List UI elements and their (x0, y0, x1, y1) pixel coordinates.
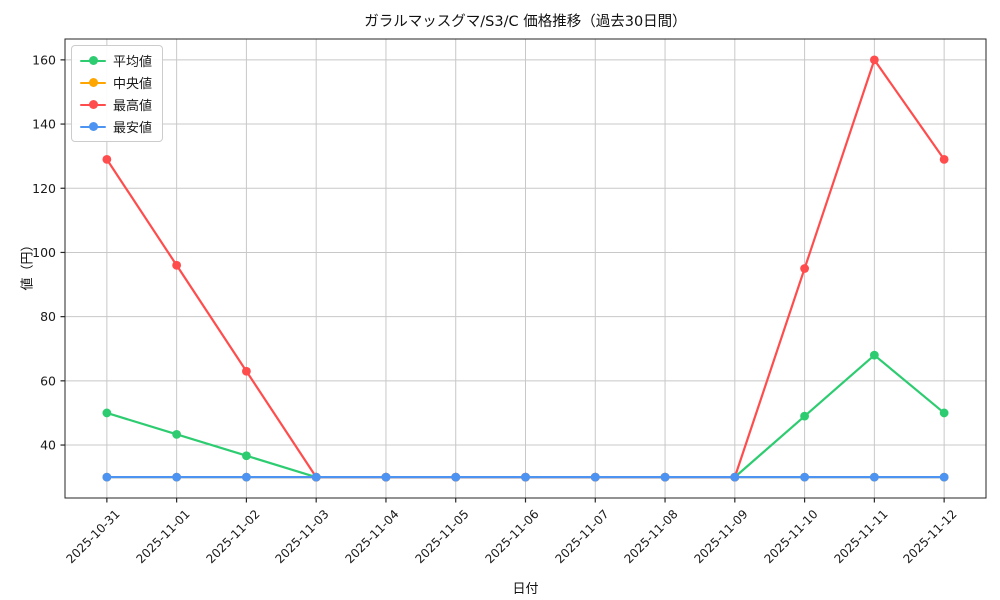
min-line-swatch-icon (80, 122, 106, 132)
series-marker (800, 411, 809, 421)
series-marker (242, 451, 251, 461)
legend-label: 中央値 (113, 77, 153, 92)
y-tick-label: 40 (40, 438, 56, 453)
y-tick-label: 120 (32, 181, 56, 196)
x-axis-label: 日付 (512, 582, 539, 597)
series-marker (172, 429, 182, 439)
series-marker (869, 472, 879, 482)
series-marker (172, 260, 182, 270)
y-tick-label: 140 (32, 117, 56, 132)
y-tick-label: 80 (40, 309, 56, 324)
series-marker (381, 472, 391, 482)
series-marker (660, 472, 670, 482)
max-line-swatch-icon (80, 100, 106, 110)
series-marker (939, 154, 949, 164)
series-marker (102, 472, 112, 482)
series-marker (800, 264, 809, 273)
series-marker (102, 154, 112, 164)
series-marker (869, 350, 879, 360)
series-marker (451, 472, 461, 482)
series-marker (939, 472, 949, 482)
legend-label: 最高値 (113, 99, 153, 114)
series-marker (172, 472, 182, 482)
median-line-swatch-icon (80, 78, 106, 88)
chart-title: ガラルマッスグマ/S3/C 価格推移（過去30日間） (364, 14, 687, 30)
legend-item-max: 最高値 (80, 95, 152, 114)
series-marker (521, 472, 530, 482)
legend-item-min: 最安値 (80, 117, 152, 136)
legend-label: 平均値 (113, 55, 153, 70)
series-marker (242, 366, 251, 376)
legend-label: 最安値 (113, 121, 153, 136)
series-marker (869, 55, 879, 65)
series-marker (939, 408, 949, 418)
legend: 平均値 中央値 最高値 最安値 (71, 45, 164, 142)
y-tick-label: 160 (32, 52, 56, 67)
series-marker (242, 472, 251, 482)
series-marker (311, 472, 321, 482)
average-line-swatch-icon (80, 56, 106, 66)
legend-item-median: 中央値 (80, 73, 152, 92)
y-tick-label: 60 (40, 373, 56, 388)
y-tick-label: 100 (32, 245, 56, 260)
series-marker (730, 472, 740, 482)
series-marker (102, 408, 112, 418)
series-marker (590, 472, 600, 482)
legend-item-average: 平均値 (80, 51, 152, 70)
series-marker (800, 472, 809, 482)
plot-border (64, 38, 987, 499)
